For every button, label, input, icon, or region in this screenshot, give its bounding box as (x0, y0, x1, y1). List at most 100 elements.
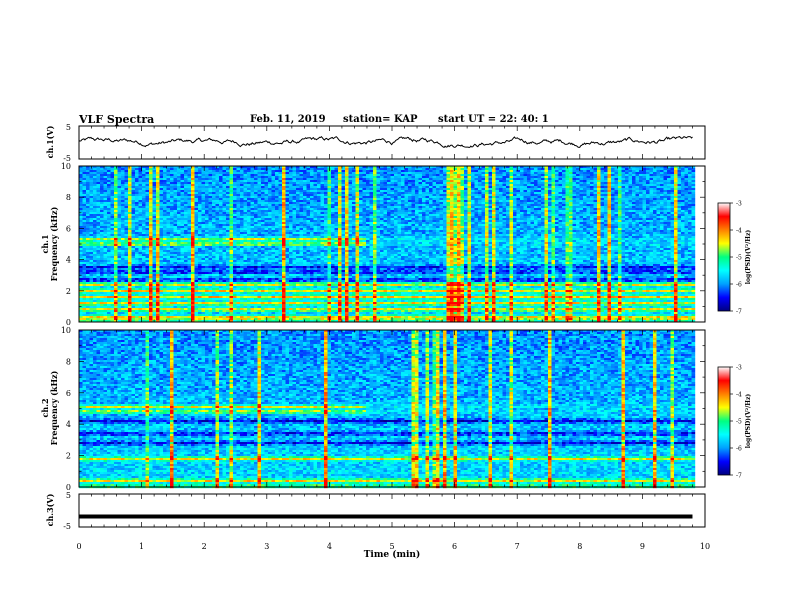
spectrogram-cell (170, 210, 174, 212)
spectrogram-cell (482, 170, 486, 172)
spectrogram-cell (657, 208, 661, 210)
spectrogram-cell (597, 170, 601, 172)
spectrogram-cell (548, 188, 552, 190)
spectrogram-cell (569, 214, 573, 216)
spectrogram-cell (181, 202, 185, 204)
spectrogram-cell (258, 200, 262, 202)
spectrogram-cell (338, 170, 342, 172)
spectrogram-cell (384, 218, 388, 220)
spectrogram-cell (503, 182, 507, 184)
spectrogram-cell (464, 208, 468, 210)
spectrogram-cell (464, 214, 468, 216)
spectrogram-cell (90, 178, 94, 180)
spectrogram-cell (527, 202, 531, 204)
spectrogram-cell (377, 202, 381, 204)
spectrogram-cell (405, 184, 409, 186)
spectrogram-cell (310, 178, 314, 180)
spectrogram-cell (373, 214, 377, 216)
spectrogram-cell (611, 190, 615, 192)
spectrogram-cell (664, 186, 668, 188)
spectrogram-cell (317, 186, 321, 188)
spectrogram-cell (426, 194, 430, 196)
spectrogram-cell (265, 210, 269, 212)
spectrogram-cell (167, 214, 171, 216)
spectrogram-cell (426, 198, 430, 200)
spectrogram-cell (275, 204, 279, 206)
spectrogram-cell (230, 178, 234, 180)
spectrogram-cell (135, 216, 139, 218)
spectrogram-cell (100, 186, 104, 188)
spectrogram-cell (454, 214, 458, 216)
spectrogram-cell (541, 204, 545, 206)
spectrogram-cell (454, 188, 458, 190)
spectrogram-cell (566, 176, 570, 178)
spectrogram-cell (307, 172, 311, 174)
spectrogram-cell (685, 184, 689, 186)
spectrogram-cell (170, 186, 174, 188)
spectrogram-cell (317, 208, 321, 210)
spectrogram-cell (552, 198, 556, 200)
spectrogram-cell (664, 184, 668, 186)
spectrogram-cell (426, 176, 430, 178)
spectrogram-cell (650, 202, 654, 204)
spectrogram-cell (440, 188, 444, 190)
spectrogram-cell (468, 194, 472, 196)
spectrogram-cell (370, 194, 374, 196)
spectrogram-cell (205, 202, 209, 204)
spectrogram-cell (405, 218, 409, 220)
spectrogram-cell (135, 202, 139, 204)
spectrogram-cell (223, 214, 227, 216)
spectrogram-cell (370, 210, 374, 212)
spectrogram-cell (604, 170, 608, 172)
spectrogram-cell (373, 206, 377, 208)
spectrogram-cell (104, 186, 108, 188)
spectrogram-cell (135, 182, 139, 184)
spectrogram-cell (671, 174, 675, 176)
spectrogram-cell (209, 188, 213, 190)
spectrogram-cell (559, 200, 563, 202)
spectrogram-cell (83, 206, 87, 208)
spectrogram-cell (576, 218, 580, 220)
spectrogram-cell (482, 214, 486, 216)
spectrogram-cell (636, 196, 640, 198)
spectrogram-cell (468, 208, 472, 210)
spectrogram-cell (191, 170, 195, 172)
spectrogram-cell (674, 216, 678, 218)
spectrogram-cell (331, 186, 335, 188)
spectrogram-cell (527, 170, 531, 172)
spectrogram-cell (545, 216, 549, 218)
spectrogram-cell (615, 214, 619, 216)
spectrogram-cell (419, 192, 423, 194)
spectrogram-cell (352, 198, 356, 200)
spectrogram-cell (188, 184, 192, 186)
spectrogram-cell (667, 212, 671, 214)
spectrogram-cell (349, 198, 353, 200)
spectrogram-cell (251, 218, 255, 220)
ch1-spectrogram-panel: 0246810 ch.1 Frequency (kHz) -3-4-5-6-7 … (40, 162, 752, 327)
spectrogram-cell (93, 170, 97, 172)
spectrogram-cell (611, 206, 615, 208)
spectrogram-cell (279, 204, 283, 206)
spectrogram-cell (366, 198, 370, 200)
spectrogram-cell (317, 178, 321, 180)
spectrogram-cell (107, 178, 111, 180)
spectrogram-cell (597, 194, 601, 196)
spectrogram-cell (254, 178, 258, 180)
spectrogram-cell (447, 192, 451, 194)
spectrogram-cell (401, 176, 405, 178)
spectrogram-cell (538, 190, 542, 192)
spectrogram-cell (534, 182, 538, 184)
spectrogram-cell (510, 206, 514, 208)
spectrogram-cell (482, 198, 486, 200)
spectrogram-cell (415, 208, 419, 210)
spectrogram-cell (436, 188, 440, 190)
spectrogram-cell (163, 218, 167, 220)
spectrogram-cell (135, 190, 139, 192)
spectrogram-cell (482, 192, 486, 194)
spectrogram-cell (307, 218, 311, 220)
spectrogram-cell (135, 194, 139, 196)
spectrogram-cell (674, 190, 678, 192)
spectrogram-cell (685, 170, 689, 172)
spectrogram-cell (293, 178, 297, 180)
spectrogram-cell (667, 180, 671, 182)
